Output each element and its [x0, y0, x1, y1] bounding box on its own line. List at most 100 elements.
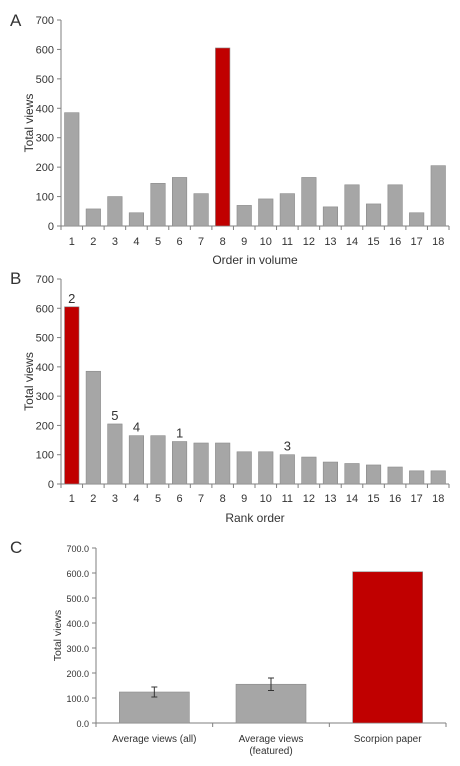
bar — [128, 212, 144, 227]
x-tick-label: 11 — [282, 493, 293, 505]
bar — [193, 193, 209, 227]
bar — [236, 205, 252, 227]
x-tick-label: 11 — [282, 236, 293, 248]
bar-annotation: 5 — [111, 408, 118, 423]
x-tick-label: 13 — [324, 493, 336, 505]
bar — [279, 454, 295, 485]
y-tick-label: 500 — [36, 333, 54, 345]
y-tick-label: 700 — [36, 274, 54, 286]
y-axis-title: Total views — [22, 352, 36, 411]
x-tick-label: 15 — [367, 236, 379, 248]
bar — [344, 184, 360, 227]
bar-annotation: 4 — [133, 420, 140, 435]
bar — [150, 183, 166, 227]
bar — [322, 206, 338, 227]
x-tick-label: 14 — [346, 493, 358, 505]
x-tick-label: 5 — [155, 236, 161, 248]
bar — [322, 461, 338, 485]
x-tick-label: 17 — [411, 493, 423, 505]
y-axis-title: Total views — [22, 94, 36, 153]
bar — [258, 198, 274, 227]
bar — [409, 470, 425, 485]
bar — [344, 463, 360, 485]
x-tick-label: 2 — [90, 493, 96, 505]
x-tick-label: 12 — [303, 493, 315, 505]
x-tick-label: 4 — [133, 493, 139, 505]
bar — [409, 212, 425, 227]
bar — [430, 470, 446, 485]
y-tick-label: 600 — [36, 303, 54, 315]
x-tick-label: 10 — [260, 236, 272, 248]
x-tick-label: 9 — [241, 236, 247, 248]
x-tick-label: 15 — [367, 493, 379, 505]
category-label: Scorpion paper — [354, 734, 422, 745]
bar — [107, 423, 123, 485]
y-tick-label: 200 — [36, 162, 54, 174]
x-tick-label: 13 — [324, 236, 336, 248]
y-tick-label: 300 — [36, 391, 54, 403]
bar — [215, 442, 231, 485]
bar — [85, 370, 101, 485]
bar — [172, 177, 188, 227]
bar — [128, 435, 144, 485]
y-tick-label: 600 — [36, 44, 54, 56]
x-tick-label: 4 — [133, 236, 139, 248]
highlighted-bar — [215, 47, 231, 227]
x-tick-label: 3 — [112, 236, 118, 248]
bar — [150, 435, 166, 485]
x-tick-label: 6 — [176, 493, 182, 505]
bar — [85, 208, 101, 227]
category-label: Average views (all) — [112, 734, 196, 745]
highlighted-bar — [352, 571, 423, 724]
y-tick-label: 500 — [36, 74, 54, 86]
panel-letter: A — [10, 11, 22, 30]
x-tick-label: 10 — [260, 493, 272, 505]
y-tick-label: 300 — [36, 133, 54, 145]
category-label: Average views — [239, 734, 304, 745]
bar — [387, 184, 403, 227]
y-tick-label: 0 — [48, 221, 54, 233]
y-tick-label: 400 — [36, 103, 54, 115]
y-tick-label: 100 — [36, 450, 54, 462]
x-tick-label: 3 — [112, 493, 118, 505]
x-tick-label: 16 — [389, 493, 401, 505]
bar — [301, 177, 317, 227]
y-tick-label: 500.0 — [66, 594, 89, 604]
bar — [107, 196, 123, 227]
x-tick-label: 1 — [69, 236, 75, 248]
bar — [64, 112, 80, 227]
x-tick-label: 8 — [220, 493, 226, 505]
y-tick-label: 200.0 — [66, 669, 89, 679]
x-axis-title: Order in volume — [212, 253, 298, 267]
x-tick-label: 18 — [432, 236, 444, 248]
x-tick-label: 14 — [346, 236, 358, 248]
x-tick-label: 1 — [69, 493, 75, 505]
x-tick-label: 2 — [90, 236, 96, 248]
y-tick-label: 100.0 — [66, 694, 89, 704]
y-tick-label: 0 — [48, 479, 54, 491]
x-tick-label: 16 — [389, 236, 401, 248]
bar — [258, 451, 274, 485]
x-tick-label: 6 — [176, 236, 182, 248]
bar — [279, 193, 295, 227]
y-tick-label: 600.0 — [66, 569, 89, 579]
x-tick-label: 5 — [155, 493, 161, 505]
panel-letter: C — [10, 538, 22, 557]
x-tick-label: 12 — [303, 236, 315, 248]
x-tick-label: 7 — [198, 236, 204, 248]
bar — [366, 203, 382, 227]
bar-annotation: 1 — [176, 426, 183, 441]
bar-annotation: 2 — [68, 291, 75, 306]
bar — [366, 464, 382, 485]
y-tick-label: 700 — [36, 15, 54, 27]
bar — [430, 165, 446, 227]
bar — [236, 451, 252, 485]
y-tick-label: 200 — [36, 420, 54, 432]
x-tick-label: 17 — [411, 236, 423, 248]
x-tick-label: 9 — [241, 493, 247, 505]
y-tick-label: 0.0 — [76, 719, 89, 729]
bar-annotation: 3 — [284, 439, 291, 454]
x-axis-title: Rank order — [225, 511, 284, 525]
panel-letter: B — [10, 269, 21, 288]
